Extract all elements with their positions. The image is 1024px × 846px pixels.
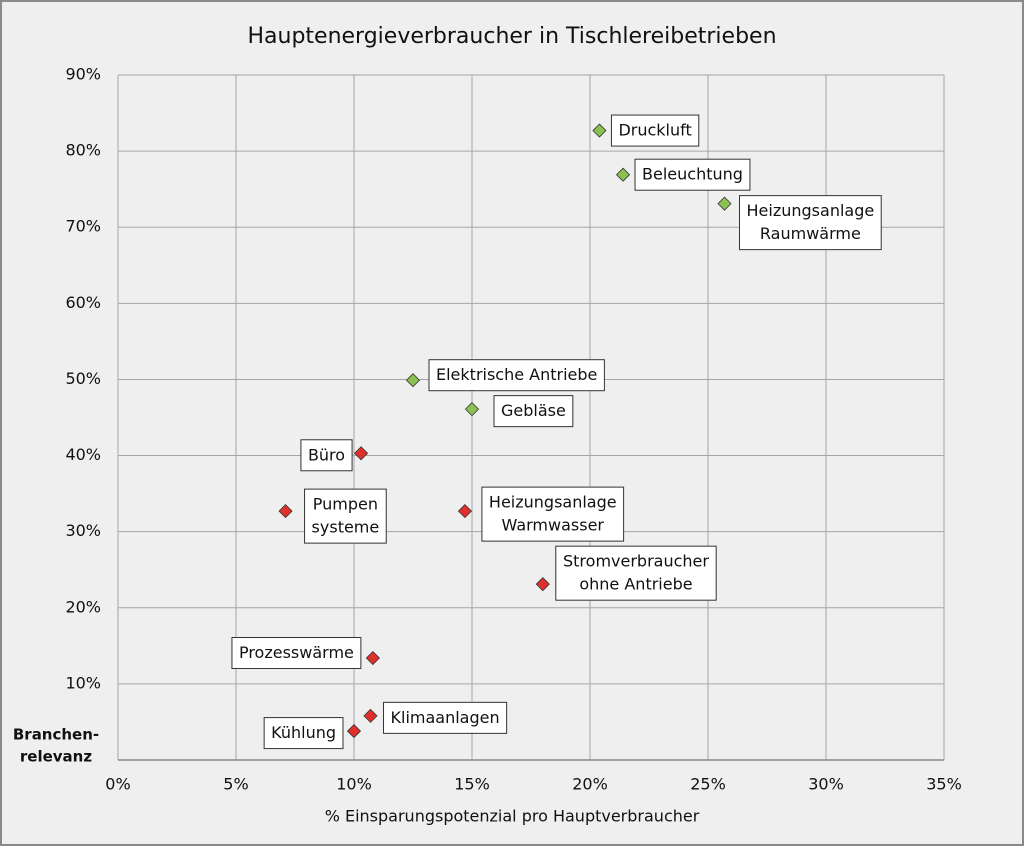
point-label-line: Heizungsanlage	[747, 201, 875, 220]
point-label-line: Klimaanlagen	[391, 707, 500, 726]
y-tick-label: 50%	[65, 369, 101, 388]
label-box	[383, 701, 508, 734]
y-tick-label: 90%	[65, 65, 101, 84]
point	[592, 123, 607, 138]
point-label-line: Kühlung	[271, 723, 336, 742]
point-label-text: Klimaanlagen	[391, 707, 500, 726]
point-label: Büro	[300, 439, 353, 472]
point	[464, 402, 480, 417]
point-label-line: systeme	[312, 517, 380, 536]
point-label-line: Beleuchtung	[642, 164, 743, 183]
point-label: Kühlung	[263, 717, 344, 750]
point	[457, 504, 472, 519]
x-tick-label: 20%	[572, 775, 608, 794]
point-label: Stromverbraucher ohne Antriebe	[555, 545, 717, 601]
point-label: Klimaanlagen	[383, 701, 508, 734]
point-label-text: Stromverbraucher ohne Antriebe	[563, 551, 709, 593]
label-box	[304, 488, 387, 544]
point	[354, 446, 369, 461]
y-tick-label: 40%	[65, 445, 101, 464]
y-tick-label: 70%	[65, 217, 101, 236]
label-box	[555, 545, 717, 601]
point	[717, 196, 732, 211]
chart-title: Hauptenergieverbraucher in Tischlereibet…	[247, 24, 776, 49]
point-label-text: Elektrische Antriebe	[436, 365, 597, 384]
point-label-line: Warmwasser	[502, 515, 605, 534]
point-label-text: Heizungsanlage Raumwärme	[747, 201, 875, 243]
x-tick-label: 5%	[223, 775, 248, 794]
point-label-text: Gebläse	[501, 401, 566, 420]
x-axis-title: % Einsparungspotenzial pro Hauptverbrauc…	[325, 807, 700, 826]
point-label: Pumpen systeme	[304, 488, 387, 544]
point-label-text: Heizungsanlage Warmwasser	[489, 492, 617, 534]
point-label-line: Raumwärme	[760, 224, 861, 243]
point-label-line: Stromverbraucher	[563, 551, 709, 570]
point-label-text: Druckluft	[618, 120, 691, 139]
point-label-line: Pumpen	[313, 494, 378, 513]
label-box	[481, 486, 625, 542]
point	[278, 504, 293, 519]
x-tick-label: 30%	[808, 775, 844, 794]
y-tick-label: 20%	[65, 597, 101, 616]
point-label: Druckluft	[610, 114, 700, 147]
point-label-text: Büro	[308, 445, 345, 464]
label-box	[300, 439, 353, 472]
label-box	[610, 114, 700, 147]
point-label-text: Kühlung	[271, 723, 336, 742]
x-tick-label: 15%	[454, 775, 490, 794]
point-label: Heizungsanlage Raumwärme	[739, 195, 882, 251]
y-tick-label: 10%	[65, 673, 101, 692]
point-label: Gebläse	[493, 395, 574, 428]
y-axis-title: Branchen-	[13, 726, 99, 744]
point-label-text: Pumpen systeme	[312, 494, 380, 536]
point-label-line: Druckluft	[618, 120, 691, 139]
point-label: Beleuchtung	[634, 158, 751, 191]
point-label-line: Prozesswärme	[239, 643, 354, 662]
y-axis-title: relevanz	[20, 748, 92, 766]
point-label-text: Beleuchtung	[642, 164, 743, 183]
point-label-line: Heizungsanlage	[489, 492, 617, 511]
label-box	[739, 195, 882, 251]
point-label-text: Prozesswärme	[239, 643, 354, 662]
label-box	[634, 158, 751, 191]
label-box	[263, 717, 344, 750]
point-label-line: ohne Antriebe	[579, 574, 692, 593]
label-box	[428, 359, 605, 392]
point	[535, 577, 550, 592]
y-tick-label: 80%	[65, 141, 101, 160]
point	[615, 167, 631, 182]
point-label-line: Büro	[308, 445, 345, 464]
label-box	[493, 395, 574, 428]
y-tick-label: 60%	[65, 293, 101, 312]
x-tick-label: 35%	[926, 775, 962, 794]
x-tick-label: 10%	[336, 775, 372, 794]
point	[405, 373, 421, 388]
point-label-line: Gebläse	[501, 401, 566, 420]
point	[363, 708, 378, 723]
x-tick-label: 25%	[690, 775, 726, 794]
point	[365, 650, 380, 666]
point-label: Elektrische Antriebe	[428, 359, 605, 392]
point-label-line: Elektrische Antriebe	[436, 365, 597, 384]
point	[346, 724, 362, 739]
label-box	[231, 637, 362, 670]
point-label: Prozesswärme	[231, 637, 362, 670]
point-label: Heizungsanlage Warmwasser	[481, 486, 625, 542]
x-tick-label: 0%	[105, 775, 130, 794]
y-tick-label: 30%	[65, 521, 101, 540]
